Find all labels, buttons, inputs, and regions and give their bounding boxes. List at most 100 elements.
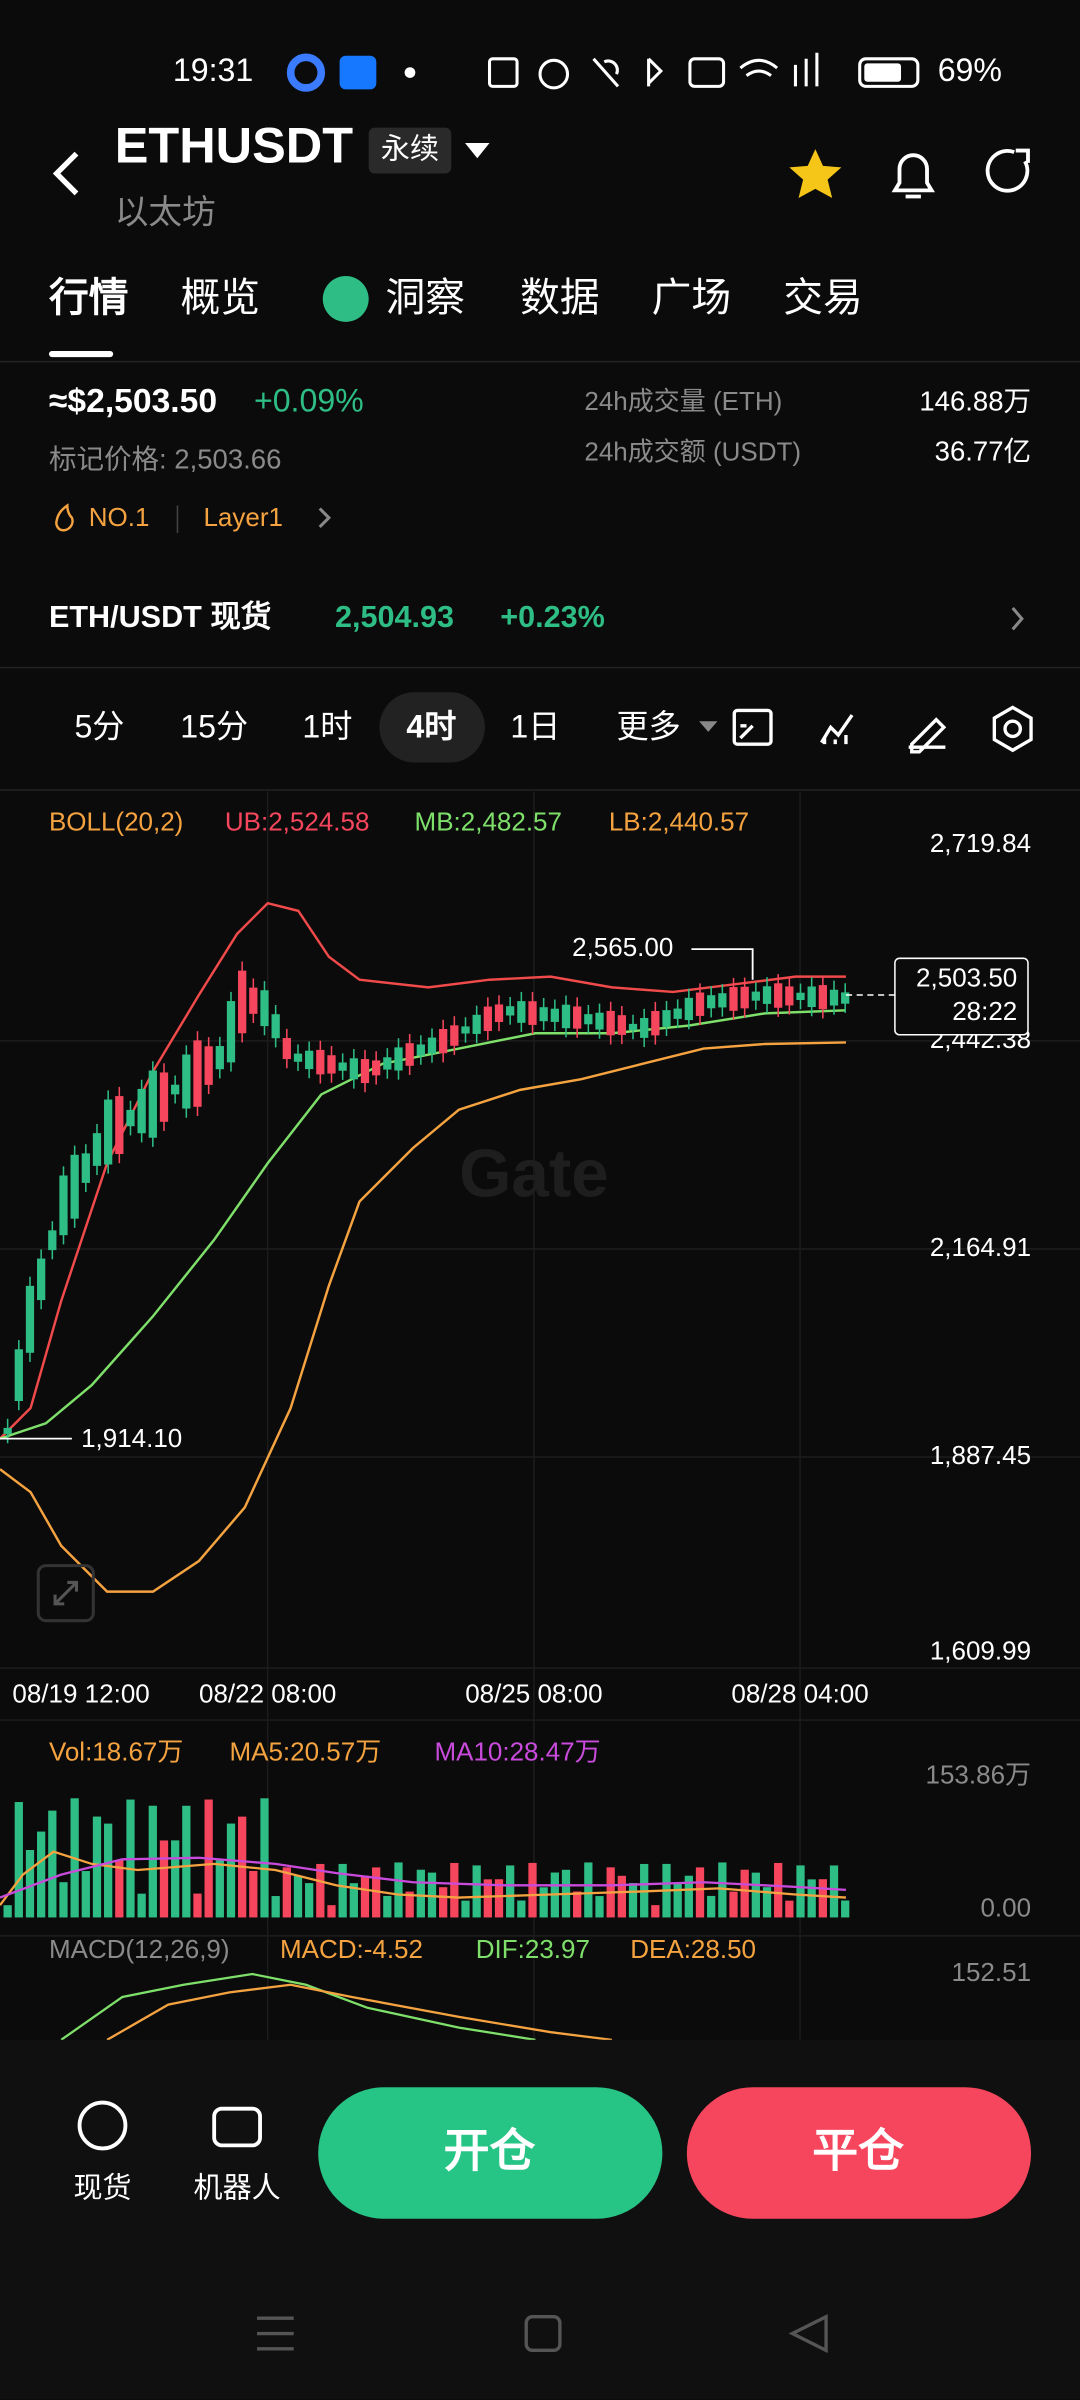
open-button[interactable] bbox=[318, 2087, 663, 2219]
favorite[interactable] bbox=[789, 149, 842, 199]
time-axis-label: 08/28 04:00 bbox=[731, 1679, 868, 1709]
tab[interactable]: 概览 bbox=[181, 276, 261, 320]
back-button[interactable] bbox=[52, 151, 79, 196]
candle-body bbox=[807, 986, 816, 1008]
countdown: 28:22 bbox=[952, 996, 1017, 1026]
last-price: ≈$2,503.50 bbox=[49, 383, 217, 420]
boll-ub: UB:2,524.58 bbox=[225, 807, 370, 837]
volume-bar bbox=[539, 1887, 548, 1918]
candle-body bbox=[238, 970, 247, 1034]
interval[interactable]: 1时 bbox=[302, 708, 352, 744]
chart-tools[interactable] bbox=[732, 705, 1033, 754]
volume-bar bbox=[383, 1895, 392, 1918]
bottom-item[interactable]: 现货 bbox=[73, 2171, 131, 2204]
bot-icon[interactable] bbox=[212, 2106, 262, 2148]
volume-bar bbox=[25, 1850, 35, 1918]
tab[interactable]: 洞察 bbox=[385, 276, 465, 320]
volume-bar bbox=[796, 1865, 805, 1918]
spot-icon[interactable] bbox=[77, 2100, 128, 2151]
candle-body bbox=[3, 1427, 12, 1435]
candle-body bbox=[550, 1008, 559, 1022]
interval[interactable]: 5分 bbox=[74, 708, 124, 744]
candle-body bbox=[159, 1072, 169, 1122]
vol-ma10: MA10:28.47万 bbox=[434, 1737, 600, 1767]
candle-body bbox=[104, 1099, 113, 1165]
current-price: 2,503.50 bbox=[916, 963, 1017, 993]
fullscreen[interactable] bbox=[36, 1564, 95, 1623]
vol-axis: 153.86万 bbox=[926, 1760, 1032, 1790]
macd-dea: DEA:28.50 bbox=[630, 1934, 756, 1964]
hot-icon bbox=[55, 503, 74, 532]
alert[interactable] bbox=[891, 153, 935, 199]
volume-bar bbox=[59, 1882, 68, 1918]
volume-bar bbox=[338, 1863, 347, 1918]
volume-bar bbox=[617, 1875, 626, 1918]
volume-bar bbox=[673, 1883, 682, 1918]
high-marker bbox=[691, 948, 754, 980]
volume-bar bbox=[573, 1891, 582, 1918]
share[interactable] bbox=[985, 148, 1030, 193]
tag-sector[interactable]: Layer1 bbox=[203, 502, 283, 532]
nav-bar[interactable] bbox=[256, 2313, 828, 2354]
dropdown[interactable] bbox=[465, 142, 490, 159]
low-label: 1,914.10 bbox=[81, 1423, 182, 1453]
candle-body bbox=[59, 1175, 68, 1236]
candle-body bbox=[595, 1012, 604, 1030]
dea-line bbox=[106, 1983, 613, 2041]
price-axis-label: 1,887.45 bbox=[930, 1440, 1031, 1470]
macd-axis: 152.51 bbox=[952, 1957, 1032, 1987]
volume-bar bbox=[483, 1879, 492, 1918]
tab[interactable]: 交易 bbox=[783, 276, 863, 320]
candle-body bbox=[450, 1025, 459, 1046]
volume-bar bbox=[92, 1816, 102, 1918]
candle-body bbox=[718, 993, 727, 1008]
tab[interactable]: 广场 bbox=[652, 276, 732, 320]
vol-ma5-line bbox=[0, 1850, 847, 1906]
candle-body bbox=[293, 1053, 303, 1062]
spot-pair[interactable]: ETH/USDT 现货 bbox=[49, 599, 272, 634]
bottom-item[interactable]: 机器人 bbox=[194, 2171, 281, 2204]
candle-body bbox=[528, 1001, 537, 1025]
close-button[interactable] bbox=[686, 2087, 1032, 2219]
boll-lb: LB:2,440.57 bbox=[609, 807, 749, 837]
candle-body bbox=[751, 991, 760, 1001]
tag-rank[interactable]: NO.1 bbox=[89, 502, 150, 532]
volume-bar bbox=[293, 1875, 303, 1918]
status-battery: 69% bbox=[938, 52, 1002, 88]
interval[interactable]: 更多 bbox=[617, 708, 681, 744]
candle-body bbox=[573, 1006, 582, 1029]
status-icons bbox=[487, 52, 819, 90]
boll-mb: MB:2,482.57 bbox=[415, 807, 562, 837]
volume-bar bbox=[718, 1862, 727, 1918]
tag-bg bbox=[368, 127, 452, 174]
volume-bar bbox=[182, 1805, 191, 1918]
volume-bar bbox=[762, 1887, 772, 1918]
candle-body bbox=[841, 992, 850, 1004]
tab[interactable]: 行情 bbox=[49, 276, 129, 320]
battery-icon bbox=[858, 57, 920, 88]
close-label: 平仓 bbox=[812, 2125, 904, 2177]
volume-bar bbox=[316, 1863, 325, 1918]
volume-bar bbox=[807, 1879, 816, 1918]
spot-change: +0.23% bbox=[500, 600, 605, 634]
candle-body bbox=[182, 1054, 191, 1109]
candle-body bbox=[472, 1014, 481, 1034]
tab[interactable]: 数据 bbox=[520, 276, 600, 320]
price-change: +0.09% bbox=[254, 382, 364, 418]
candle-body bbox=[640, 1018, 649, 1038]
candle-body bbox=[37, 1258, 46, 1301]
candle-body bbox=[740, 986, 749, 1009]
interval[interactable]: 1日 bbox=[510, 708, 560, 744]
candle-body bbox=[81, 1153, 90, 1183]
volume-bar bbox=[628, 1883, 638, 1918]
interval[interactable]: 4时 bbox=[406, 708, 456, 744]
candle-body bbox=[584, 1014, 593, 1025]
volume-bar bbox=[148, 1805, 157, 1918]
candle-body bbox=[405, 1043, 414, 1066]
volume-bar bbox=[584, 1862, 593, 1918]
interval[interactable]: 15分 bbox=[180, 708, 248, 744]
candle-body bbox=[494, 1004, 504, 1022]
volume-bar bbox=[327, 1905, 336, 1918]
subtitle: 以太坊 bbox=[115, 194, 216, 232]
